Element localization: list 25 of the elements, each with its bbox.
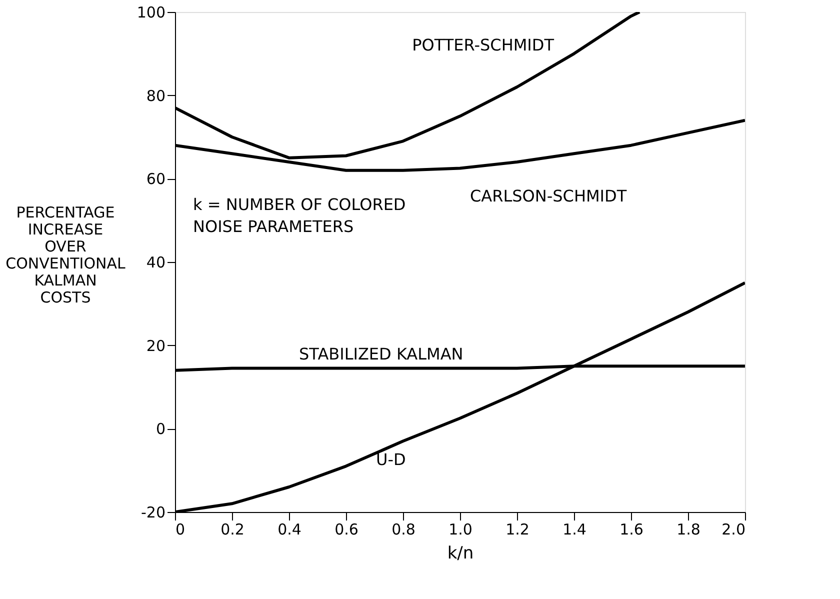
x-tick-label: 1.8 bbox=[676, 520, 700, 538]
annotation: k = NUMBER OF COLORED NOISE PARAMETERS bbox=[193, 195, 406, 236]
x-tick-label: 0 bbox=[176, 520, 186, 538]
x-tick-label: 0.2 bbox=[220, 520, 244, 538]
series-label: U-D bbox=[376, 450, 406, 470]
series-label: CARLSON-SCHMIDT bbox=[470, 186, 627, 206]
x-tick-label: 2.0 bbox=[722, 520, 746, 538]
x-tick-label: 1.6 bbox=[620, 520, 644, 538]
y-tick-label: 40 bbox=[146, 254, 166, 272]
y-tick-label: 20 bbox=[146, 336, 166, 355]
series-label: STABILIZED KALMAN bbox=[299, 344, 464, 364]
y-tick-label: 60 bbox=[146, 170, 166, 188]
series-label: POTTER-SCHMIDT bbox=[412, 36, 554, 55]
y-tick-label: 100 bbox=[136, 4, 166, 22]
y-tick-label: -20 bbox=[141, 504, 166, 522]
x-tick-label: 0.8 bbox=[392, 520, 416, 538]
y-axis-title: PERCENTAGE INCREASE OVER CONVENTIONAL KALMAN COSTS bbox=[6, 204, 126, 306]
x-axis-title: k/n bbox=[447, 544, 474, 564]
x-tick-label: 0.6 bbox=[334, 520, 358, 538]
y-tick-label: 80 bbox=[146, 86, 166, 105]
x-tick-label: 1.4 bbox=[562, 520, 586, 538]
y-tick-label: 0 bbox=[156, 420, 166, 438]
x-tick-label: 0.4 bbox=[278, 520, 302, 538]
x-tick-label: 1.2 bbox=[506, 520, 530, 538]
x-tick-label: 1.0 bbox=[448, 520, 472, 538]
